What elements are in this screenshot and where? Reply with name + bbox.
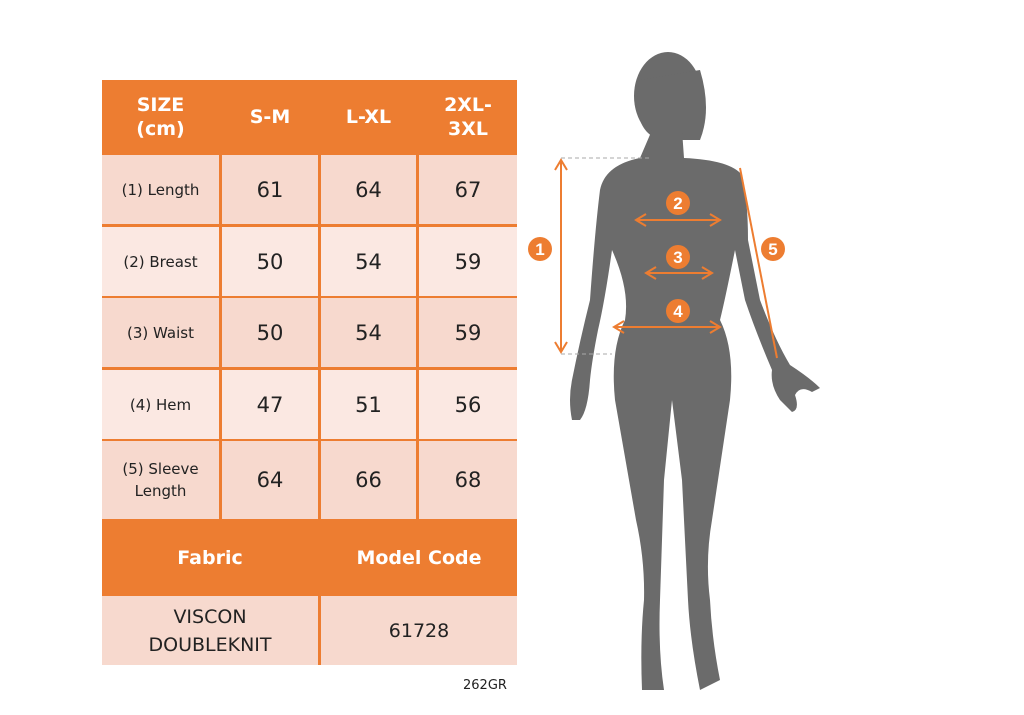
header-size: SIZE (cm) [102, 80, 219, 153]
fabric-value: VISCON DOUBLEKNIT [102, 596, 318, 665]
size-value-cell: 61 [222, 155, 318, 224]
size-value-cell: 50 [222, 298, 318, 367]
row-label: (5) Sleeve Length [102, 441, 219, 519]
marker-3: 3 [666, 245, 690, 269]
size-value-cell: 54 [321, 298, 416, 367]
product-code: 262GR [463, 678, 507, 693]
row-label: (4) Hem [102, 370, 219, 439]
size-chart-table: SIZE (cm) S-M L-XL 2XL-3XL (1) Length 61 64… [102, 80, 517, 665]
measurement-arrows [554, 158, 778, 359]
marker-number: 2 [673, 194, 682, 213]
row-label: (2) Breast [102, 227, 219, 296]
size-value-cell: 67 [419, 155, 517, 224]
row-label-text: (5) Sleeve [122, 460, 199, 478]
header-s-m: S-M [249, 105, 291, 128]
header-text: 2XL-3XL [444, 93, 492, 140]
model-code-value: 61728 [321, 596, 517, 665]
size-value-cell: 59 [419, 298, 517, 367]
row-label-text: Length [134, 482, 187, 500]
marker-1: 1 [528, 237, 552, 261]
header-l-xl: L-XL [345, 105, 392, 128]
marker-2: 2 [666, 191, 690, 215]
fabric-header: Fabric [177, 547, 243, 569]
header-2xl-3xl: 2XL-3XL [419, 80, 517, 153]
header-text: (cm) [136, 117, 185, 140]
size-value-cell: 50 [222, 227, 318, 296]
size-value-cell: 68 [419, 441, 517, 519]
marker-number: 3 [673, 248, 682, 267]
marker-5: 5 [761, 237, 785, 261]
female-silhouette [570, 52, 820, 690]
size-value-cell: 66 [321, 441, 416, 519]
row-label: (1) Length [102, 155, 219, 224]
model-code-header: Model Code [356, 547, 482, 569]
fabric-text: VISCON [173, 605, 247, 628]
row-label: (3) Waist [102, 298, 219, 367]
size-value-cell: 54 [321, 227, 416, 296]
marker-number: 5 [768, 240, 777, 259]
guide-lines [561, 157, 650, 355]
size-value-cell: 59 [419, 227, 517, 296]
size-value-cell: 47 [222, 370, 318, 439]
fabric-text: DOUBLEKNIT [148, 633, 272, 656]
size-value-cell: 64 [321, 155, 416, 224]
size-value-cell: 56 [419, 370, 517, 439]
marker-number: 4 [673, 302, 683, 321]
marker-4: 4 [666, 299, 690, 323]
size-value-cell: 51 [321, 370, 416, 439]
header-text: SIZE [136, 93, 185, 116]
size-value-cell: 64 [222, 441, 318, 519]
marker-number: 1 [535, 240, 544, 259]
